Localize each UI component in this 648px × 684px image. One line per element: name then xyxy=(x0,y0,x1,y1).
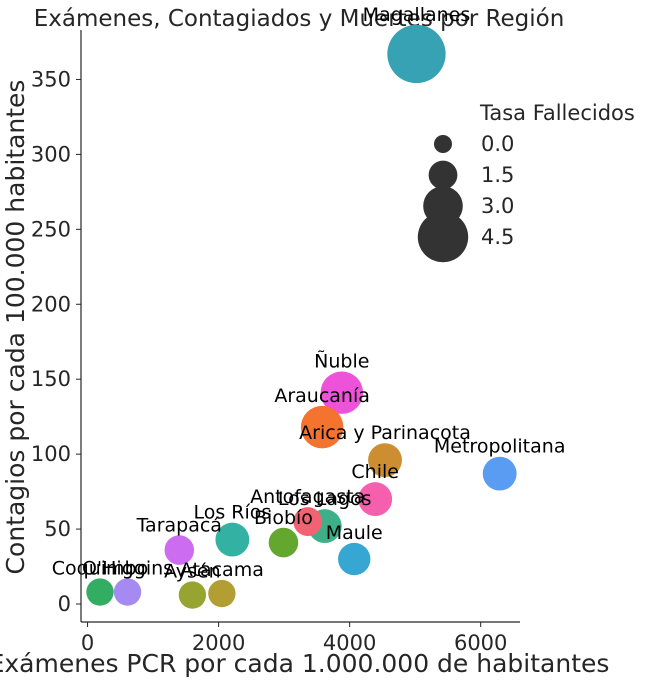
point-o-higgins xyxy=(113,578,142,606)
legend-label: 0.0 xyxy=(481,132,514,156)
x-axis-ticks: 0 2000 4000 6000 xyxy=(81,622,507,655)
point-label-tarapaca: Tarapacá xyxy=(136,514,222,536)
point-magallanes xyxy=(387,24,446,84)
point-label-coquimbo: Coquimbo xyxy=(52,557,148,579)
y-tick-label: 100 xyxy=(31,442,71,466)
point-label-arica-y-parinacota: Arica y Parinacota xyxy=(299,422,471,444)
point-nuble xyxy=(320,371,364,414)
legend-title: Tasa Fallecidos xyxy=(479,101,635,125)
point-aysen xyxy=(178,581,207,609)
point-label-atacama: Atacama xyxy=(180,559,264,581)
point-label-nuble: Ñuble xyxy=(314,349,369,372)
point-arica-y-parinacota xyxy=(368,443,402,478)
point-label-maule: Maule xyxy=(326,522,383,544)
point-label-los-lagos: Los Lagos xyxy=(278,488,372,510)
point-los-rios xyxy=(215,522,250,557)
legend-label: 1.5 xyxy=(481,163,514,187)
y-tick-label: 0 xyxy=(58,592,71,616)
x-tick-label: 2000 xyxy=(192,631,245,655)
x-tick-label: 0 xyxy=(81,631,94,655)
legend-label: 4.5 xyxy=(481,225,514,249)
data-points xyxy=(86,24,517,609)
point-tarapaca xyxy=(164,535,195,565)
point-biobio xyxy=(268,527,299,558)
point-label-chile: Chile xyxy=(351,461,399,483)
point-label-antofagasta: Antofagasta xyxy=(250,486,365,508)
y-tick-label: 200 xyxy=(31,292,71,316)
point-label-o-higgins: O'Higgins xyxy=(82,557,173,579)
point-atacama xyxy=(208,579,236,608)
x-axis-label: Exámenes PCR por cada 1.000.000 de habit… xyxy=(0,649,609,678)
point-label-biobio: Biobío xyxy=(254,507,313,529)
legend-label: 3.0 xyxy=(481,194,514,218)
point-maule xyxy=(338,542,371,576)
point-label-los-rios: Los Ríos xyxy=(193,502,271,524)
size-legend: Tasa Fallecidos 0.0 1.5 3.0 4.5 xyxy=(417,101,635,263)
y-tick-label: 50 xyxy=(44,517,71,541)
y-axis-ticks: 0 50 100 150 200 250 300 350 xyxy=(31,67,81,616)
point-coquimbo xyxy=(86,578,114,606)
y-tick-label: 150 xyxy=(31,367,71,391)
y-tick-label: 250 xyxy=(31,217,71,241)
y-axis-label: Contagios por cada 100.000 habitantes xyxy=(1,80,30,575)
legend-marker xyxy=(428,160,458,190)
y-tick-label: 300 xyxy=(31,142,71,166)
point-labels: Magallanes Ñuble Araucanía Arica y Parinaco… xyxy=(52,4,566,583)
point-label-aysen: Aysén xyxy=(164,560,221,582)
point-metropolitana xyxy=(482,456,517,491)
point-araucania xyxy=(300,405,344,449)
x-tick-label: 4000 xyxy=(323,631,376,655)
point-label-metropolitana: Metropolitana xyxy=(434,436,566,458)
x-tick-label: 6000 xyxy=(454,631,507,655)
y-tick-label: 350 xyxy=(31,67,71,91)
point-chile xyxy=(358,482,393,517)
point-label-araucania: Araucanía xyxy=(274,385,370,407)
chart-title: Exámenes, Contagiados y Muertes por Regi… xyxy=(34,6,565,32)
point-antofagasta xyxy=(293,507,323,536)
point-label-magallanes: Magallanes xyxy=(363,4,471,26)
legend-marker xyxy=(417,211,469,263)
legend-marker xyxy=(434,135,452,153)
